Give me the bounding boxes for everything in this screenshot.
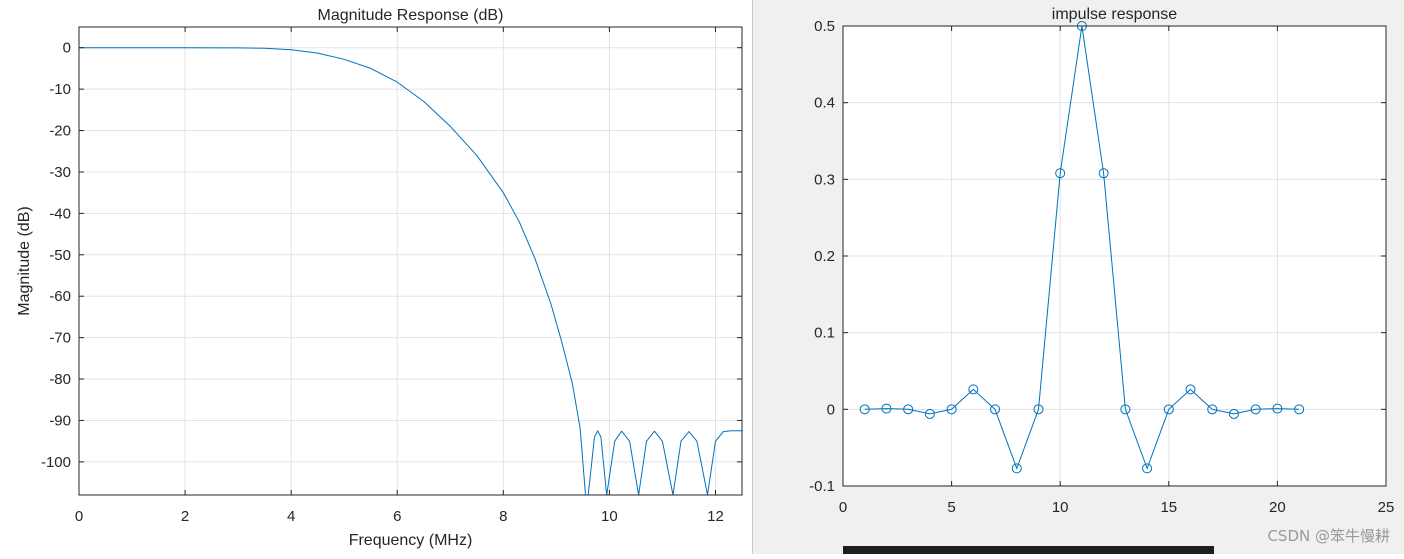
magnitude-figure: 0 2 4 6 8 10 12 0 -10 -20 -30 -40 -50 -60 -70 -80 -90 -10…: [16, 7, 743, 549]
impulse-figure-window: 0 5 10 15 20 25 0.5 0.4 0.3 0.2 0.1 0 -0.1 impulse r…: [752, 0, 1404, 554]
impulse-point: [1250, 404, 1261, 415]
y-tick-label: 0.3: [814, 171, 835, 188]
impulse-point: [881, 403, 892, 414]
response-curve: [707, 430, 742, 495]
y-tick-label: -90: [49, 412, 71, 429]
y-tick-label: -80: [49, 371, 71, 388]
y-tick-label: -30: [49, 164, 71, 181]
response-curve: [672, 431, 708, 495]
y-tick-label: 0.4: [814, 95, 835, 112]
chart-title: impulse response: [1052, 6, 1178, 23]
y-tick-label: -0.1: [809, 478, 835, 495]
y-tick-label: 0: [63, 40, 71, 57]
impulse-point: [1033, 404, 1044, 415]
impulse-point: [1098, 168, 1109, 179]
x-tick-label: 4: [287, 508, 295, 525]
impulse-chart: 0 5 10 15 20 250.50.40.30.20.10-0.1 impulse r…: [809, 6, 1395, 516]
y-tick-label: 0.5: [814, 18, 835, 35]
impulse-point: [859, 404, 870, 415]
chart-title: Magnitude Response (dB): [318, 7, 504, 24]
impulse-point: [1294, 404, 1305, 415]
y-tick-label: -70: [49, 330, 71, 347]
x-tick-label: 25: [1378, 499, 1395, 516]
y-tick-label: 0: [827, 401, 835, 418]
impulse-point: [1055, 168, 1066, 179]
impulse-point: [990, 404, 1001, 415]
y-tick-label: -20: [49, 123, 71, 140]
impulse-point: [1011, 463, 1022, 474]
y-tick-label: -50: [49, 247, 71, 264]
y-tick-label: -60: [49, 288, 71, 305]
impulse-point: [1142, 463, 1153, 474]
taskbar-strip: [843, 546, 1214, 554]
x-tick-label: 20: [1269, 499, 1286, 516]
watermark-text: CSDN @笨牛慢耕: [1267, 527, 1390, 545]
y-tick-label: 0.2: [814, 248, 835, 265]
response-curve: [79, 47, 586, 495]
y-tick-label: 0.1: [814, 325, 835, 342]
impulse-point: [1272, 403, 1283, 414]
x-tick-label: 10: [1052, 499, 1069, 516]
response-curve: [606, 430, 640, 495]
x-tick-label: 12: [707, 508, 724, 525]
response-curve: [587, 430, 608, 495]
x-tick-label: 0: [75, 508, 83, 525]
impulse-point: [1185, 384, 1196, 395]
x-tick-label: 5: [947, 499, 955, 516]
x-tick-label: 15: [1160, 499, 1177, 516]
x-tick-label: 10: [601, 508, 618, 525]
impulse-point: [903, 404, 914, 415]
impulse-point: [968, 384, 979, 395]
magnitude-chart: 0 2 4 6 8 10 12 0 -10 -20 -30 -40 -50 -60 -70 -80 -90 -10…: [16, 7, 743, 549]
x-tick-label: 6: [393, 508, 401, 525]
impulse-point: [1228, 408, 1239, 419]
impulse-point: [924, 408, 935, 419]
response-curve: [638, 430, 674, 495]
y-tick-label: -10: [49, 81, 71, 98]
impulse-point: [1163, 404, 1174, 415]
x-tick-label: 8: [499, 508, 507, 525]
y-tick-label: -40: [49, 205, 71, 222]
impulse-point: [1120, 404, 1131, 415]
impulse-point: [1207, 404, 1218, 415]
x-tick-label: 2: [181, 508, 189, 525]
y-axis-label: Magnitude (dB): [16, 206, 33, 315]
x-axis-label: Frequency (MHz): [349, 532, 473, 549]
impulse-point: [946, 404, 957, 415]
x-tick-label: 0: [839, 499, 847, 516]
y-tick-label: -100: [41, 454, 71, 471]
